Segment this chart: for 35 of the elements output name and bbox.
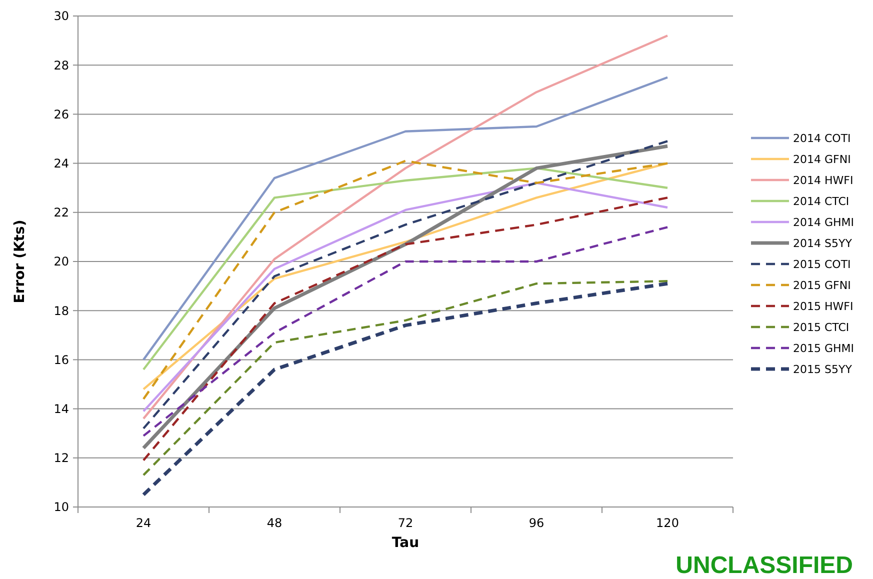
legend-label: 2014 COTI: [793, 132, 851, 145]
line-series: [142, 196, 669, 462]
x-tick-label: 72: [398, 516, 414, 530]
legend-label: 2015 HWFI: [793, 300, 854, 313]
line-series: [142, 34, 669, 420]
y-tick-label: 12: [54, 451, 69, 466]
y-tick-label: 14: [54, 402, 69, 416]
x-tick-label: 48: [266, 516, 282, 530]
y-tick-label: 26: [54, 107, 69, 122]
legend-label: 2014 GFNI: [793, 152, 851, 166]
y-tick-label: 24: [54, 156, 69, 170]
x-axis-title: Tau: [392, 535, 420, 551]
line-series: [142, 76, 669, 361]
legend-label: 2014 HWFI: [793, 174, 854, 187]
legend-label: 2015 COTI: [793, 258, 851, 271]
y-tick-label: 30: [54, 9, 69, 24]
legend-label: 2015 GFNI: [793, 278, 851, 292]
y-tick-label: 10: [54, 500, 69, 514]
x-tick-label: 96: [528, 516, 544, 530]
text: UNCLASSIFIED: [676, 552, 853, 579]
legend-label: 2014 S5YY: [793, 236, 852, 250]
y-tick-label: 20: [54, 254, 69, 269]
x-tick-label: 120: [656, 516, 679, 530]
line-series: [142, 226, 669, 437]
y-tick-label: 28: [54, 58, 69, 72]
x-tick-label: 24: [136, 516, 152, 530]
legend-label: 2015 S5YY: [793, 362, 852, 376]
legend-label: 2015 GHMI: [793, 342, 854, 355]
y-tick-label: 22: [54, 206, 69, 220]
y-tick-label: 18: [54, 304, 69, 318]
legend-label: 2014 GHMI: [793, 216, 854, 229]
legend-label: 2015 CTCI: [793, 320, 850, 334]
y-axis-title: Error (Kts): [12, 220, 28, 304]
y-tick-label: 16: [54, 352, 69, 367]
legend-label: 2014 CTCI: [793, 194, 850, 208]
